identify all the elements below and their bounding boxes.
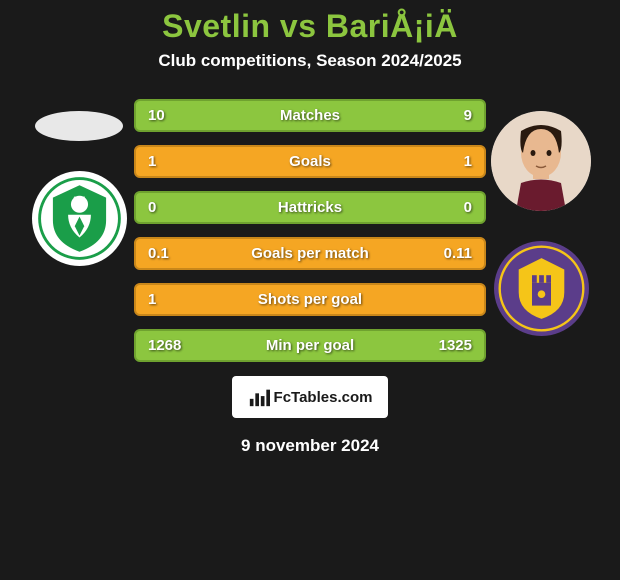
page-title: Svetlin vs BariÅ¡iÄ	[0, 0, 620, 51]
stat-left-value: 0.1	[148, 245, 193, 262]
player-photo-icon	[491, 111, 591, 211]
maribor-badge-icon	[494, 241, 589, 336]
stat-right-value: 0.11	[427, 245, 472, 262]
footer-brand-text: FcTables.com	[274, 389, 373, 406]
right-column	[486, 99, 596, 336]
stat-left-value: 10	[148, 107, 193, 124]
right-club-badge	[494, 241, 589, 336]
right-player-photo	[491, 111, 591, 211]
stat-label: Matches	[193, 107, 427, 124]
footer-brand-badge[interactable]: FcTables.com	[232, 376, 388, 418]
stat-row-matches: 10 Matches 9	[134, 99, 486, 132]
stat-left-value: 1268	[148, 337, 193, 354]
stat-label: Goals per match	[193, 245, 427, 262]
stat-right-value: 1325	[427, 337, 472, 354]
olimpija-badge-icon: 1911	[32, 171, 127, 266]
stats-area: 1911 10 Matches 9 1 Goals 1 0 Hattricks …	[0, 99, 620, 362]
stat-right-value: 0	[427, 199, 472, 216]
stat-right-value: 9	[427, 107, 472, 124]
footer-date: 9 november 2024	[0, 436, 620, 456]
stat-row-min-per-goal: 1268 Min per goal 1325	[134, 329, 486, 362]
stat-right-value: 1	[427, 153, 472, 170]
stat-label: Goals	[193, 153, 427, 170]
stat-left-value: 0	[148, 199, 193, 216]
stat-left-value: 1	[148, 153, 193, 170]
stat-label: Min per goal	[193, 337, 427, 354]
stat-label: Shots per goal	[193, 291, 427, 308]
stat-row-goals: 1 Goals 1	[134, 145, 486, 178]
stat-left-value: 1	[148, 291, 193, 308]
stats-column: 10 Matches 9 1 Goals 1 0 Hattricks 0 0.1…	[134, 99, 486, 362]
stat-row-hattricks: 0 Hattricks 0	[134, 191, 486, 224]
left-club-badge: 1911	[32, 171, 127, 266]
left-player-placeholder	[35, 111, 123, 141]
subtitle: Club competitions, Season 2024/2025	[0, 51, 620, 99]
stat-row-shots-per-goal: 1 Shots per goal	[134, 283, 486, 316]
svg-text:1911: 1911	[73, 196, 85, 202]
left-column: 1911	[24, 99, 134, 266]
stat-label: Hattricks	[193, 199, 427, 216]
stat-row-goals-per-match: 0.1 Goals per match 0.11	[134, 237, 486, 270]
bar-chart-icon	[248, 386, 270, 408]
